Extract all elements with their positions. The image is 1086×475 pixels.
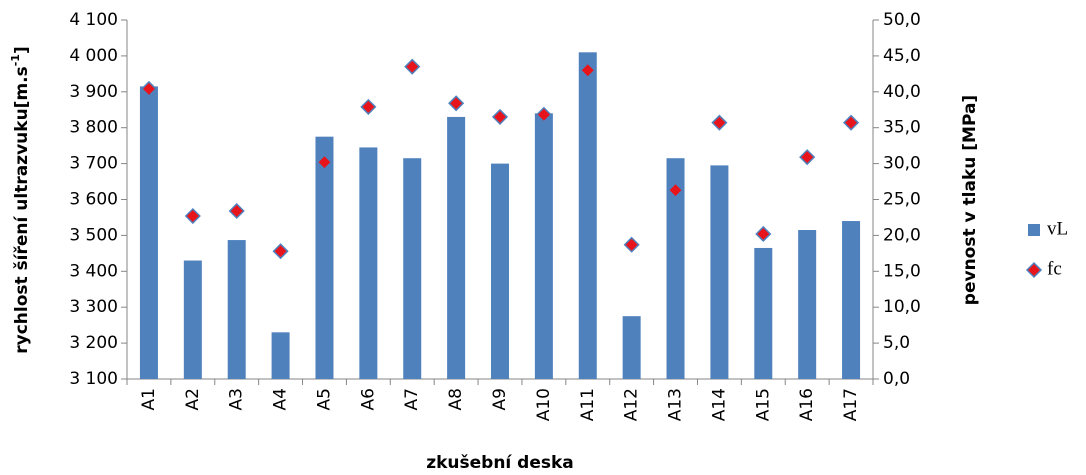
y2-tick-label: 30,0 bbox=[883, 154, 921, 174]
bar bbox=[139, 86, 158, 379]
y2-tick-label: 50,0 bbox=[883, 10, 921, 30]
x-tick-label: A2 bbox=[183, 388, 203, 410]
y2-tick-label: 5,0 bbox=[883, 333, 910, 353]
y-tick-label: 3 200 bbox=[69, 333, 118, 353]
y-tick-label: 3 600 bbox=[69, 190, 118, 210]
y2-tick-label: 45,0 bbox=[883, 46, 921, 66]
y-tick-label: 4 000 bbox=[69, 46, 118, 66]
marker bbox=[404, 58, 421, 75]
y2-tick-label: 25,0 bbox=[883, 190, 921, 210]
bar bbox=[666, 158, 685, 379]
x-tick-label: A9 bbox=[490, 388, 510, 410]
x-tick-label: A15 bbox=[753, 388, 773, 421]
marker bbox=[755, 225, 772, 243]
y-tick-label: 4 100 bbox=[69, 10, 118, 30]
marker bbox=[711, 114, 728, 131]
x-tick-label: A17 bbox=[841, 388, 861, 421]
y-tick-label: 3 300 bbox=[69, 297, 118, 317]
marker bbox=[140, 80, 158, 97]
y-tick-label: 3 500 bbox=[69, 225, 118, 245]
x-tick-label: A8 bbox=[446, 388, 466, 410]
bar bbox=[622, 316, 641, 379]
y2-axis-title: pevnost v tlaku [MPa] bbox=[960, 95, 980, 305]
legend-label: fc bbox=[1047, 258, 1062, 279]
x-tick-label: A5 bbox=[314, 388, 334, 410]
x-tick-label: A4 bbox=[271, 388, 291, 410]
bar bbox=[842, 221, 861, 379]
bar bbox=[578, 52, 597, 380]
bar bbox=[359, 147, 378, 379]
bar bbox=[491, 163, 509, 379]
x-tick-label: A3 bbox=[227, 388, 247, 410]
bar bbox=[447, 116, 466, 380]
y-axis-title-text: rychlost šíření ultrazvuku[m.s bbox=[12, 66, 32, 353]
bar bbox=[183, 260, 202, 379]
legend-swatch bbox=[1025, 261, 1043, 279]
y-tick-label: 3 800 bbox=[69, 118, 118, 138]
marker bbox=[842, 114, 860, 131]
marker bbox=[228, 202, 245, 220]
bar bbox=[227, 240, 246, 379]
x-tick-label: A12 bbox=[622, 388, 642, 421]
y2-tick-label: 0,0 bbox=[883, 369, 910, 389]
marker bbox=[360, 98, 377, 115]
bar bbox=[315, 136, 334, 379]
y-axis-title: rychlost šíření ultrazvuku[m.s-1] bbox=[9, 46, 32, 354]
y-tick-label: 3 700 bbox=[69, 154, 118, 174]
y2-tick-label: 15,0 bbox=[883, 261, 921, 281]
x-tick-label: A1 bbox=[139, 388, 159, 410]
x-tick-label: A6 bbox=[358, 388, 378, 410]
x-tick-label: A7 bbox=[402, 388, 422, 410]
y2-tick-label: 10,0 bbox=[883, 297, 921, 317]
x-tick-label: A10 bbox=[534, 388, 554, 421]
legend-label: vL bbox=[1047, 218, 1068, 239]
marker bbox=[491, 108, 509, 125]
marker bbox=[799, 149, 816, 166]
y-tick-label: 3 900 bbox=[69, 82, 118, 102]
x-tick-label: A13 bbox=[666, 388, 686, 421]
marker bbox=[579, 62, 596, 79]
marker bbox=[448, 95, 465, 112]
bar bbox=[403, 158, 422, 379]
marker bbox=[623, 236, 640, 253]
bar bbox=[798, 230, 817, 379]
y-axis-title-end: ] bbox=[12, 46, 32, 54]
y2-tick-label: 40,0 bbox=[883, 82, 921, 102]
y-tick-label: 3 100 bbox=[69, 369, 118, 389]
marker bbox=[535, 106, 552, 123]
legend-swatch bbox=[1028, 224, 1040, 236]
y-axis-title-sup: -1 bbox=[9, 54, 22, 66]
marker bbox=[272, 243, 289, 260]
marker bbox=[184, 207, 201, 225]
bar bbox=[710, 165, 729, 379]
marker bbox=[316, 154, 333, 171]
y2-tick-label: 35,0 bbox=[883, 118, 921, 138]
x-tick-label: A14 bbox=[709, 388, 729, 421]
bar bbox=[534, 113, 553, 379]
x-axis-title: zkušební deska bbox=[426, 453, 574, 473]
x-tick-label: A16 bbox=[797, 388, 817, 421]
y2-tick-label: 20,0 bbox=[883, 225, 921, 245]
bar bbox=[271, 332, 290, 379]
x-tick-label: A11 bbox=[578, 388, 598, 421]
y-tick-label: 3 400 bbox=[69, 261, 118, 281]
bar bbox=[754, 247, 773, 379]
marker bbox=[667, 182, 684, 199]
